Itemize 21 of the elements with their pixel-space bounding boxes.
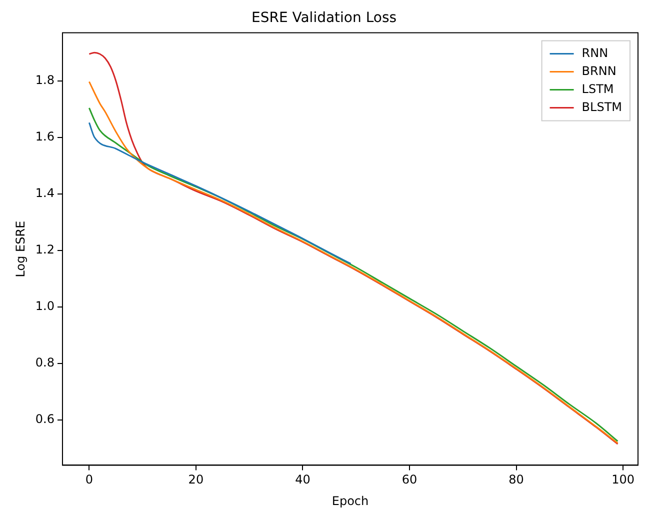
x-tick-label: 80 — [508, 472, 524, 487]
y-tick-label: 1.0 — [35, 299, 54, 314]
x-tick-label: 40 — [295, 472, 310, 487]
legend-label: BRNN — [582, 64, 616, 78]
y-axis-title: Log ESRE — [13, 220, 28, 278]
line-series — [88, 122, 352, 264]
x-axis-title: Epoch — [332, 494, 369, 508]
x-tick-label: 60 — [402, 472, 418, 487]
chart-title: ESRE Validation Loss — [251, 10, 397, 26]
x-tick-label: 20 — [188, 472, 204, 487]
legend-label: BLSTM — [582, 100, 622, 114]
x-tick-label: 0 — [85, 472, 93, 487]
y-tick-label: 0.8 — [35, 356, 54, 370]
y-tick-label: 0.6 — [35, 412, 54, 426]
x-tick-label: 100 — [612, 472, 635, 487]
y-tick-label: 1.6 — [35, 129, 54, 144]
y-tick-label: 1.2 — [35, 242, 54, 257]
legend-label: RNN — [582, 46, 608, 60]
y-tick-label: 1.4 — [35, 186, 54, 200]
y-tick-label: 1.8 — [35, 72, 54, 87]
legend-label: LSTM — [582, 82, 614, 96]
